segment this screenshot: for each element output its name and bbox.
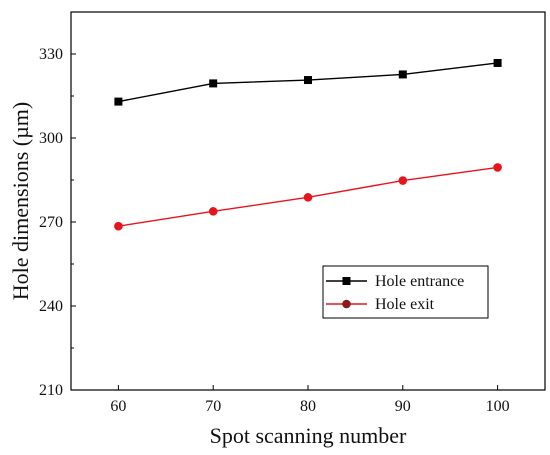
legend-marker-circle	[342, 299, 351, 309]
plot-area: 60 70 80 90 100 210 240 270 300 330 Hole entrance H…	[39, 11, 546, 415]
x-tick-label: 80	[300, 398, 316, 415]
y-tick-label: 210	[39, 382, 63, 399]
data-point-circle	[208, 207, 218, 216]
legend-box	[322, 265, 489, 319]
y-tick-label: 270	[39, 214, 63, 231]
legend-marker-square	[342, 277, 351, 285]
x-tick-label: 60	[110, 398, 126, 415]
data-point-square	[209, 79, 218, 88]
data-point-circle	[493, 163, 502, 172]
data-point-square	[304, 76, 312, 85]
x-tick-label: 70	[205, 398, 221, 415]
y-tick-label: 330	[39, 46, 63, 63]
data-point-square	[493, 58, 502, 67]
data-point-circle	[114, 221, 123, 231]
legend-label-1: Hole entrance	[375, 273, 464, 290]
data-point-circle	[303, 193, 313, 202]
y-tick-label: 300	[39, 130, 63, 147]
y-axis-title: Hole dimensions (µm)	[8, 102, 33, 300]
y-tick-label: 240	[39, 298, 63, 315]
x-tick-label: 100	[486, 398, 510, 415]
data-point-square	[114, 97, 123, 106]
legend-label-2: Hole exit	[375, 296, 435, 313]
data-point-circle	[398, 176, 408, 185]
x-axis-title: Spot scanning number	[210, 423, 407, 448]
data-point-square	[398, 70, 407, 79]
x-tick-label: 90	[395, 398, 411, 415]
